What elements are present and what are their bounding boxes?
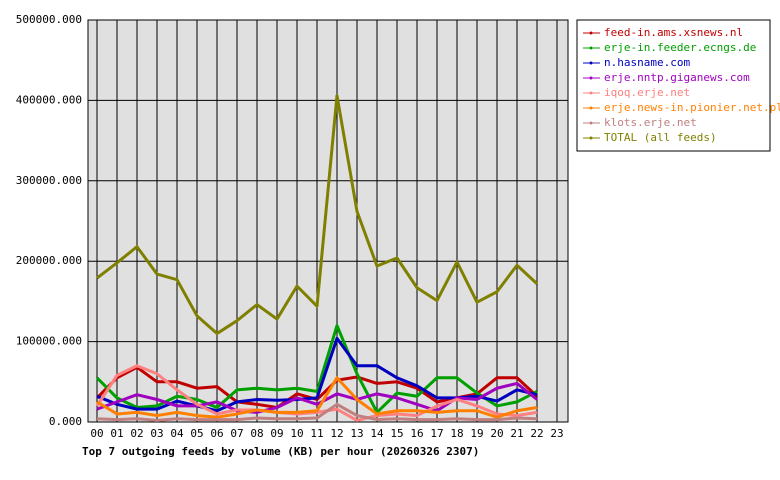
- legend-label: erje-in.feeder.ecngs.de: [604, 41, 756, 54]
- x-tick-label: 01: [110, 427, 123, 440]
- x-tick-label: 00: [90, 427, 103, 440]
- x-tick-label: 23: [550, 427, 563, 440]
- legend-label: iqoq.erje.net: [604, 86, 690, 99]
- y-tick-label: 100000.000: [16, 335, 82, 348]
- x-tick-label: 12: [330, 427, 343, 440]
- y-tick-label: 300000.000: [16, 174, 82, 187]
- legend-label: TOTAL (all feeds): [604, 131, 717, 144]
- x-tick-label: 04: [170, 427, 184, 440]
- x-tick-label: 18: [450, 427, 463, 440]
- legend-label: erje.news-in.pionier.net.pl: [604, 101, 780, 114]
- x-tick-label: 17: [430, 427, 443, 440]
- legend-marker: [589, 121, 593, 125]
- legend-marker: [589, 46, 593, 50]
- x-tick-label: 05: [190, 427, 203, 440]
- series-line: [95, 364, 538, 422]
- y-tick-label: 500000.000: [16, 13, 82, 26]
- series-line: [96, 94, 539, 336]
- x-tick-label: 19: [470, 427, 483, 440]
- x-tick-label: 21: [510, 427, 523, 440]
- legend-label: erje.nntp.giganews.com: [604, 71, 750, 84]
- legend-marker: [589, 136, 593, 140]
- legend-label: feed-in.ams.xsnews.nl: [604, 26, 743, 39]
- x-tick-label: 02: [130, 427, 143, 440]
- x-tick-label: 10: [290, 427, 303, 440]
- y-tick-label: 200000.000: [16, 254, 82, 267]
- x-tick-label: 13: [350, 427, 363, 440]
- x-tick-label: 20: [490, 427, 503, 440]
- series-line: [95, 324, 538, 414]
- series-line: [96, 381, 538, 414]
- legend-label: n.hasname.com: [604, 56, 690, 69]
- x-tick-label: 09: [270, 427, 283, 440]
- legend-label: klots.erje.net: [604, 116, 697, 129]
- legend-box: [576, 19, 771, 152]
- x-tick-label: 06: [210, 427, 223, 440]
- x-tick-label: 11: [310, 427, 323, 440]
- series-line: [96, 402, 538, 422]
- legend-marker: [589, 91, 593, 95]
- legend-marker: [589, 31, 593, 35]
- legend-marker: [589, 61, 593, 65]
- legend-marker: [589, 76, 593, 80]
- y-tick-label: 400000.000: [16, 93, 82, 106]
- x-tick-label: 14: [370, 427, 384, 440]
- y-tick-label: 0.000: [49, 415, 82, 428]
- x-tick-label: 16: [410, 427, 423, 440]
- x-tick-label: 08: [250, 427, 263, 440]
- x-tick-label: 07: [230, 427, 243, 440]
- chart-title: Top 7 outgoing feeds by volume (KB) per …: [82, 445, 479, 458]
- x-tick-label: 15: [390, 427, 403, 440]
- plot-border: [87, 19, 569, 423]
- series-line: [96, 376, 538, 419]
- legend-marker: [589, 106, 593, 110]
- x-tick-label: 03: [150, 427, 163, 440]
- x-tick-label: 22: [530, 427, 543, 440]
